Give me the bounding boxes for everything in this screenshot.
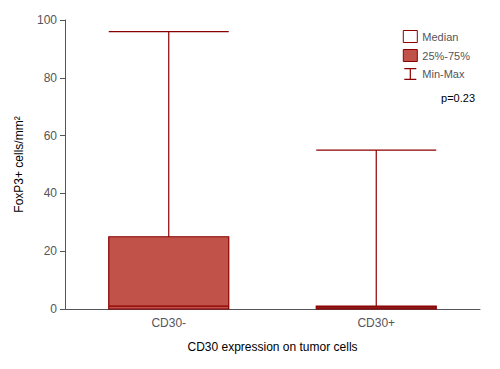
svg-text:60: 60 <box>44 129 58 143</box>
svg-text:100: 100 <box>37 13 57 27</box>
svg-text:p=0.23: p=0.23 <box>441 92 475 104</box>
svg-text:Min-Max: Min-Max <box>422 68 465 80</box>
svg-text:Median: Median <box>422 31 458 43</box>
svg-text:25%-75%: 25%-75% <box>422 50 470 62</box>
svg-text:40: 40 <box>44 186 58 200</box>
svg-text:CD30+: CD30+ <box>357 316 395 330</box>
svg-text:FoxP3+ cells/mm²: FoxP3+ cells/mm² <box>12 116 26 212</box>
svg-text:80: 80 <box>44 71 58 85</box>
svg-text:20: 20 <box>44 244 58 258</box>
svg-text:0: 0 <box>50 302 57 316</box>
svg-text:CD30-: CD30- <box>151 316 186 330</box>
svg-text:CD30 expression on tumor cells: CD30 expression on tumor cells <box>187 340 357 354</box>
